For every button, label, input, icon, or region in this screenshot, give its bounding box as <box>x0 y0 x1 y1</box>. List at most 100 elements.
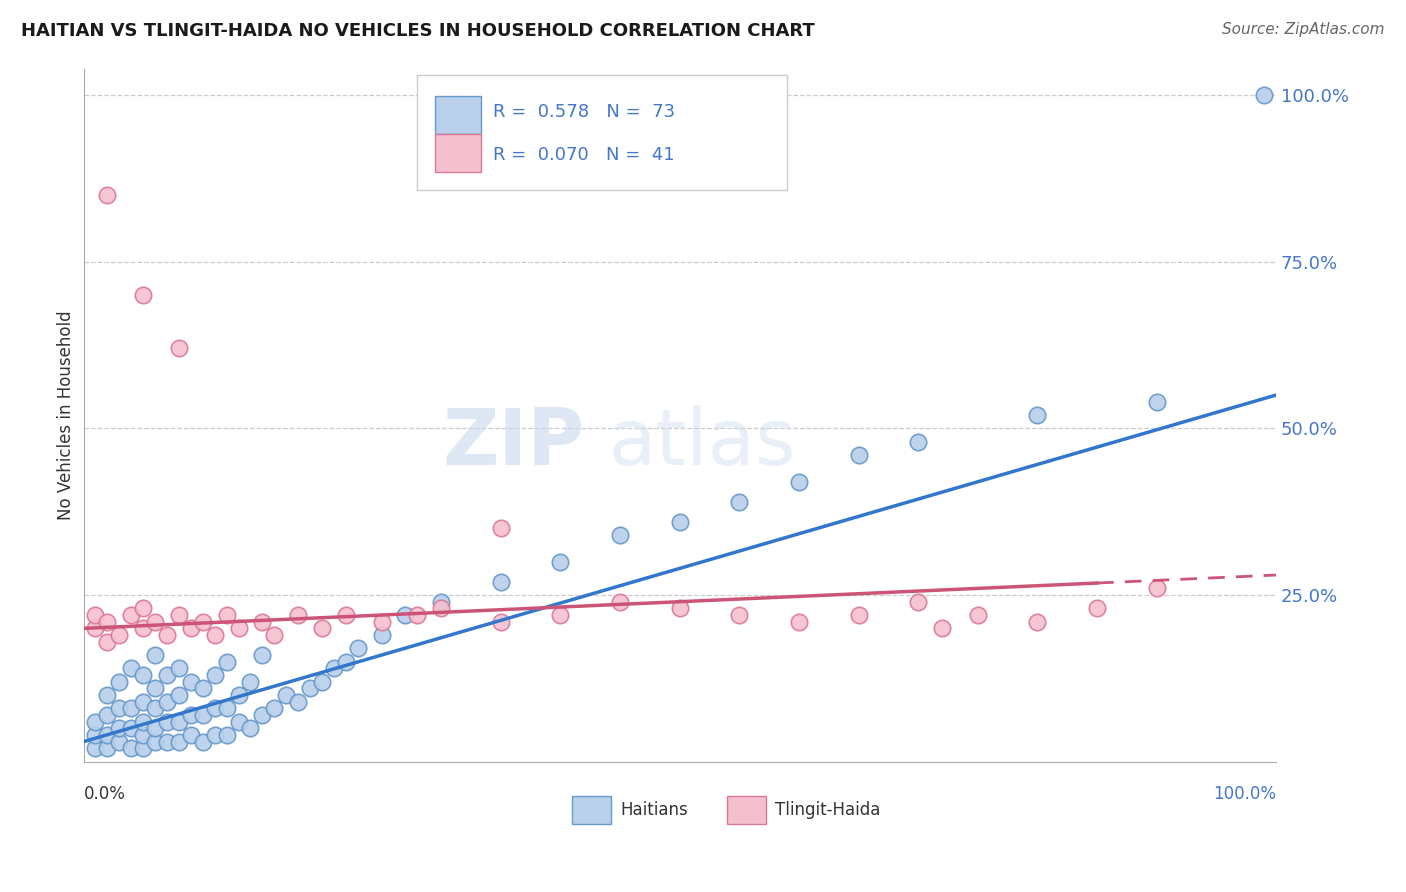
Point <box>132 728 155 742</box>
Point <box>167 714 190 729</box>
Point <box>143 722 166 736</box>
Point <box>143 701 166 715</box>
Point <box>907 595 929 609</box>
Point <box>966 608 988 623</box>
Point <box>335 608 357 623</box>
Point <box>239 722 262 736</box>
Point <box>191 734 214 748</box>
Point <box>323 661 346 675</box>
Point <box>252 615 274 629</box>
Point <box>156 734 179 748</box>
Point <box>132 621 155 635</box>
Point <box>84 714 107 729</box>
Point <box>370 615 392 629</box>
Point <box>848 608 870 623</box>
Point <box>215 701 238 715</box>
Point <box>215 608 238 623</box>
Point <box>228 688 250 702</box>
Point <box>204 628 226 642</box>
Point <box>96 741 118 756</box>
Point <box>132 695 155 709</box>
Point <box>108 734 131 748</box>
Point <box>931 621 953 635</box>
Point <box>609 595 631 609</box>
Point <box>489 574 512 589</box>
Point <box>1085 601 1108 615</box>
Point <box>96 615 118 629</box>
Point <box>311 621 333 635</box>
FancyBboxPatch shape <box>436 96 481 135</box>
Point <box>430 595 453 609</box>
Point <box>550 555 572 569</box>
Point <box>132 714 155 729</box>
Point <box>346 641 368 656</box>
Y-axis label: No Vehicles in Household: No Vehicles in Household <box>58 310 75 520</box>
FancyBboxPatch shape <box>436 135 481 172</box>
Point <box>907 434 929 449</box>
Text: atlas: atlas <box>609 405 796 481</box>
Point <box>96 728 118 742</box>
Point <box>848 448 870 462</box>
Point <box>156 714 179 729</box>
Point <box>489 521 512 535</box>
Point <box>180 674 202 689</box>
Point <box>215 728 238 742</box>
Point <box>252 708 274 723</box>
FancyBboxPatch shape <box>418 76 787 190</box>
Point <box>204 668 226 682</box>
Point <box>215 655 238 669</box>
Point <box>108 628 131 642</box>
Point <box>1146 394 1168 409</box>
Point <box>143 615 166 629</box>
FancyBboxPatch shape <box>572 797 610 824</box>
Point <box>167 661 190 675</box>
Point <box>132 741 155 756</box>
Point <box>120 741 142 756</box>
FancyBboxPatch shape <box>727 797 766 824</box>
Point <box>108 701 131 715</box>
Point <box>180 621 202 635</box>
Point <box>84 621 107 635</box>
Point <box>263 701 285 715</box>
Point <box>156 668 179 682</box>
Point <box>204 728 226 742</box>
Point <box>787 615 810 629</box>
Text: Tlingit-Haida: Tlingit-Haida <box>775 801 880 819</box>
Point <box>96 688 118 702</box>
Point <box>120 701 142 715</box>
Point <box>276 688 298 702</box>
Point <box>406 608 429 623</box>
Point <box>96 708 118 723</box>
Point <box>550 608 572 623</box>
Text: 100.0%: 100.0% <box>1213 785 1277 803</box>
Point <box>263 628 285 642</box>
Point <box>609 528 631 542</box>
Point <box>728 608 751 623</box>
Point <box>132 601 155 615</box>
Point <box>167 608 190 623</box>
Point <box>84 728 107 742</box>
Point <box>228 714 250 729</box>
Point <box>143 648 166 662</box>
Point <box>668 515 690 529</box>
Point <box>489 615 512 629</box>
Point <box>156 628 179 642</box>
Point <box>239 674 262 689</box>
Point <box>108 674 131 689</box>
Point <box>311 674 333 689</box>
Point <box>668 601 690 615</box>
Point <box>191 681 214 696</box>
Point <box>167 734 190 748</box>
Point <box>1026 615 1049 629</box>
Point <box>228 621 250 635</box>
Text: 0.0%: 0.0% <box>83 785 125 803</box>
Text: Haitians: Haitians <box>620 801 688 819</box>
Point <box>191 708 214 723</box>
Point <box>108 722 131 736</box>
Point <box>191 615 214 629</box>
Point <box>167 688 190 702</box>
Point <box>96 188 118 202</box>
Text: Source: ZipAtlas.com: Source: ZipAtlas.com <box>1222 22 1385 37</box>
Point <box>1146 582 1168 596</box>
Point <box>430 601 453 615</box>
